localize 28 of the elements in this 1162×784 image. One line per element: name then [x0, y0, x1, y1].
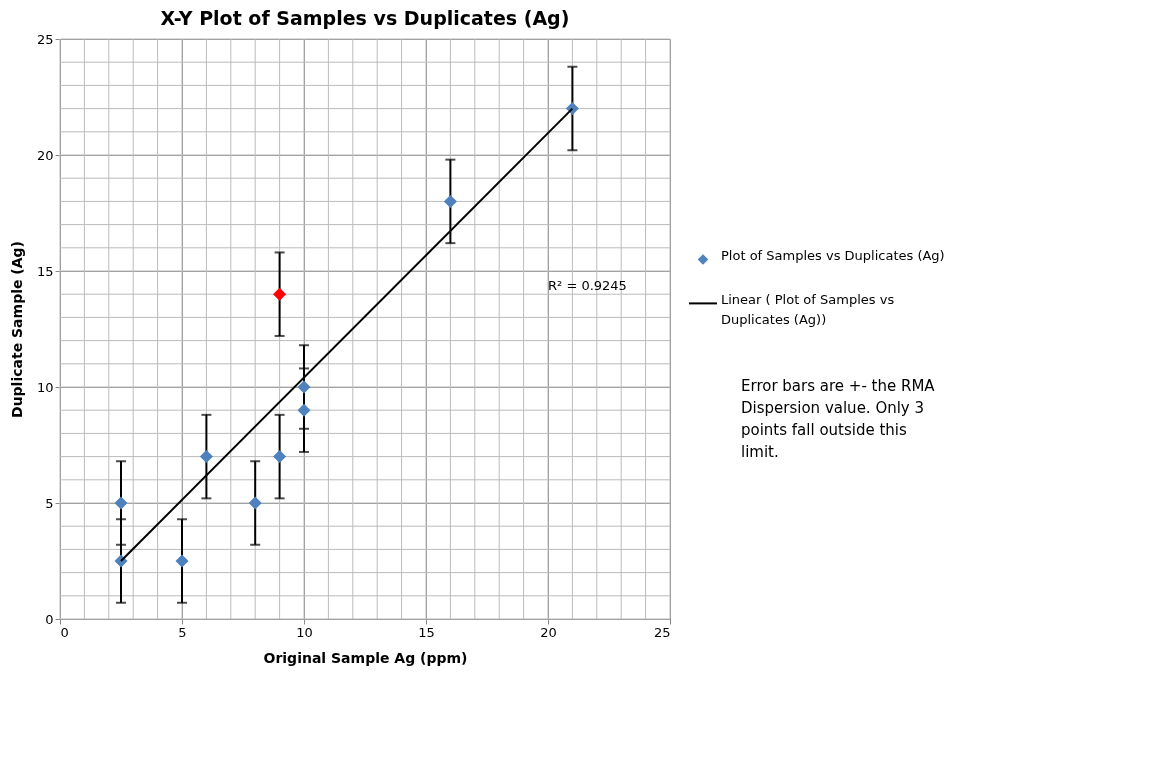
y-tick-label: 5	[45, 495, 54, 511]
point	[114, 496, 128, 510]
y-tick-label: 20	[36, 147, 54, 163]
point	[297, 380, 311, 394]
legend-label: Plot of Samples vs Duplicates (Ag)	[721, 248, 945, 264]
y-tick-label: 10	[36, 379, 54, 395]
point	[443, 194, 457, 208]
point	[199, 450, 213, 464]
annotation: R² = 0.9245	[548, 277, 627, 293]
x-tick-label: 10	[296, 624, 313, 640]
text: Error bars are +- the RMA Dispersion value. Only 3 points fall outside this limit.	[741, 377, 936, 462]
y-axis-title: Duplicate Sample (Ag)	[8, 241, 25, 418]
x-tick-label: 0	[60, 624, 69, 640]
x-axis-title: Original Sample Ag (ppm)	[263, 649, 468, 666]
x-tick-label: 25	[653, 624, 671, 640]
x-tick-label: 15	[418, 624, 435, 640]
x-tick-label: 5	[178, 624, 187, 640]
y-tick-label: 15	[36, 263, 54, 279]
chart-title: X-Y Plot of Samples vs Duplicates (Ag)	[160, 7, 570, 29]
y-tick-label: 25	[36, 31, 54, 47]
x-tick-label: 20	[540, 624, 557, 640]
point	[248, 496, 262, 510]
point	[273, 450, 287, 464]
legend-label: Linear ( Plot of Samples vs Duplicates (Ag))	[721, 292, 895, 328]
point	[297, 403, 311, 417]
point	[273, 287, 287, 301]
y-tick-label: 0	[45, 611, 54, 627]
point	[175, 554, 189, 568]
